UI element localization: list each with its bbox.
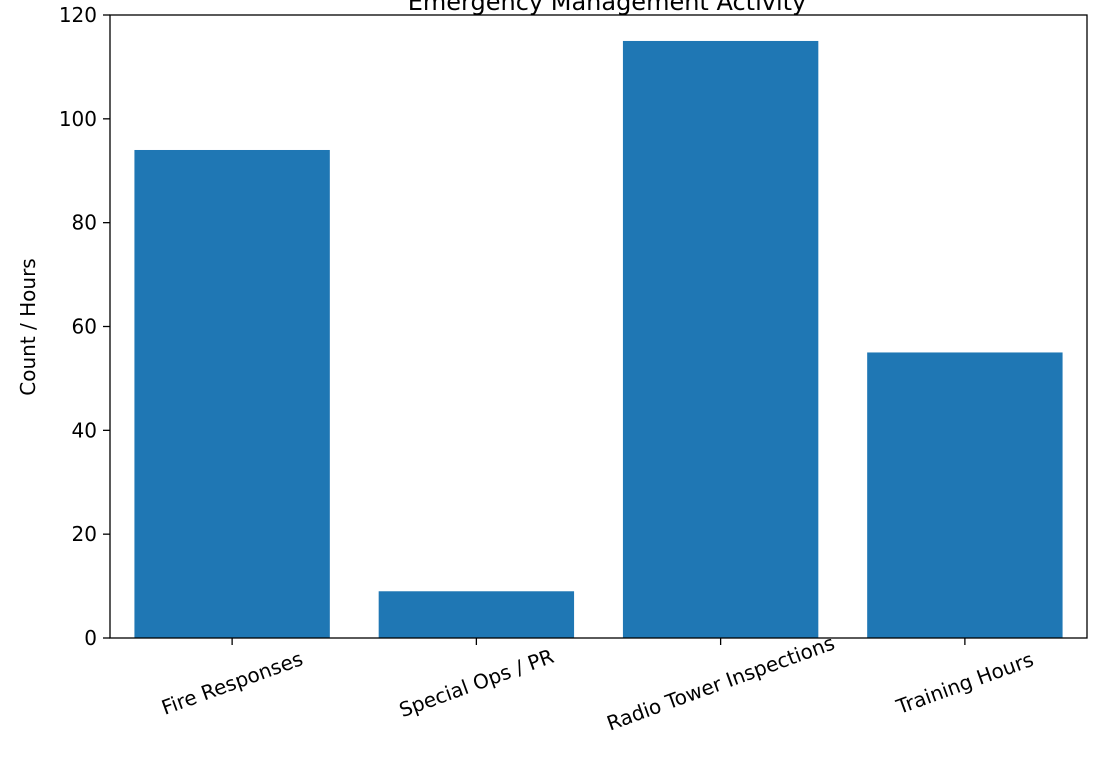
x-tick-label: Special Ops / PR	[396, 644, 557, 722]
y-tick-label: 60	[72, 315, 97, 339]
bar-special-ops-pr	[378, 591, 575, 638]
y-tick-label: 0	[84, 626, 97, 650]
y-axis-label: Count / Hours	[16, 258, 40, 395]
bar-fire-responses	[134, 149, 330, 638]
x-tick-label: Training Hours	[892, 647, 1036, 719]
chart-title: Emergency Management Activity	[408, 0, 806, 16]
bar-training-hours	[867, 352, 1063, 638]
x-tick-label: Fire Responses	[158, 646, 306, 719]
x-tick-label: Radio Tower Inspections	[603, 631, 837, 736]
y-tick-label: 40	[72, 418, 97, 442]
y-tick-label: 80	[72, 211, 97, 235]
bar-radio-tower-inspections	[622, 40, 819, 639]
y-tick-label: 20	[72, 522, 97, 546]
y-tick-label: 120	[59, 3, 97, 27]
y-tick-label: 100	[59, 107, 97, 131]
